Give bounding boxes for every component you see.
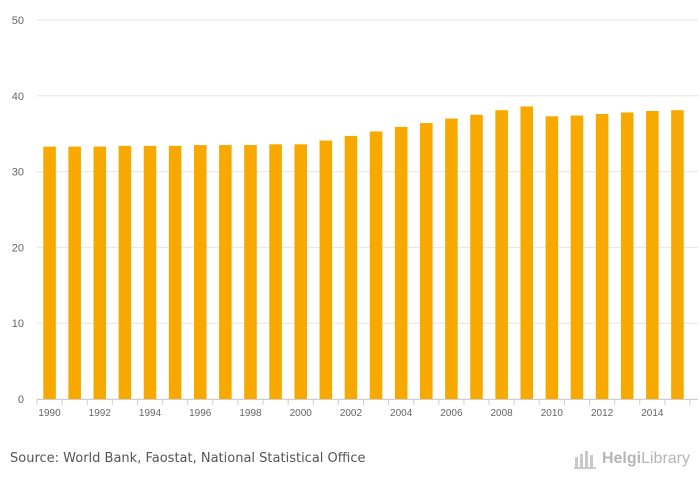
- bar-2014[interactable]: [646, 110, 659, 400]
- bar-2002[interactable]: [344, 135, 358, 399]
- helgi-library-logo[interactable]: HelgiLibrary: [573, 449, 690, 469]
- bar-1996[interactable]: [193, 145, 207, 399]
- bar-1993[interactable]: [118, 145, 132, 399]
- bar-1997[interactable]: [219, 145, 232, 399]
- bar-2007[interactable]: [470, 114, 483, 399]
- bar-2009[interactable]: [520, 106, 534, 399]
- x-tick-label: 2008: [491, 408, 514, 419]
- x-tick-label: 2014: [641, 408, 664, 419]
- x-tick-label: 2004: [390, 408, 413, 419]
- bar-2000[interactable]: [294, 144, 307, 399]
- bar-2006[interactable]: [445, 118, 458, 399]
- y-tick-label: 20: [12, 242, 24, 254]
- y-tick-label: 30: [12, 167, 24, 179]
- y-tick-label: 0: [18, 394, 24, 406]
- x-tick-label: 2000: [290, 408, 313, 419]
- y-tick-label: 10: [12, 318, 24, 330]
- x-tick-label: 1990: [38, 408, 61, 419]
- x-tick-label: 2010: [541, 408, 564, 419]
- bar-1991[interactable]: [68, 146, 81, 399]
- bar-2005[interactable]: [420, 123, 433, 399]
- x-axis: 1990 1992 1994 1996 1998 2000 2002 2004 2006 2008…: [36, 399, 698, 419]
- y-axis-ticks: 0 10 20 30 40 50: [12, 15, 24, 406]
- x-tick-label: 2002: [340, 408, 363, 419]
- bar-2012[interactable]: [595, 113, 609, 400]
- x-tick-label: 1994: [139, 408, 162, 419]
- bar-2013[interactable]: [620, 112, 634, 399]
- bar-1992[interactable]: [93, 146, 107, 399]
- bar-2015[interactable]: [671, 110, 684, 399]
- x-tick-label: 1996: [189, 408, 212, 419]
- x-tick-label: 2006: [440, 408, 463, 419]
- bar-2011[interactable]: [570, 115, 584, 399]
- x-tick-label: 1998: [239, 408, 262, 419]
- bar-1990[interactable]: [43, 146, 56, 399]
- brand-suffix: Library: [641, 450, 690, 467]
- brand-prefix: Helgi: [601, 450, 642, 467]
- bar-2003[interactable]: [369, 131, 383, 399]
- x-tick-label: 2012: [591, 408, 614, 419]
- bar-1994[interactable]: [143, 145, 157, 399]
- source-note: Source: World Bank, Faostat, National St…: [10, 451, 366, 466]
- bar-1999[interactable]: [269, 144, 282, 399]
- y-tick-label: 40: [12, 91, 24, 103]
- bars: [43, 106, 684, 400]
- building-icon: [573, 451, 596, 469]
- bar-1995[interactable]: [168, 145, 182, 399]
- y-tick-label: 50: [12, 15, 24, 27]
- bar-2004[interactable]: [394, 126, 408, 399]
- bar-1998[interactable]: [244, 145, 257, 399]
- bar-2001[interactable]: [319, 140, 333, 399]
- x-tick-label: 1992: [89, 408, 112, 419]
- bar-chart: 0 10 20 30 40 50 1990 1992 1994 1996 1998 2000 2002…: [12, 15, 698, 419]
- bar-2010[interactable]: [545, 116, 559, 400]
- bar-2008[interactable]: [495, 110, 508, 399]
